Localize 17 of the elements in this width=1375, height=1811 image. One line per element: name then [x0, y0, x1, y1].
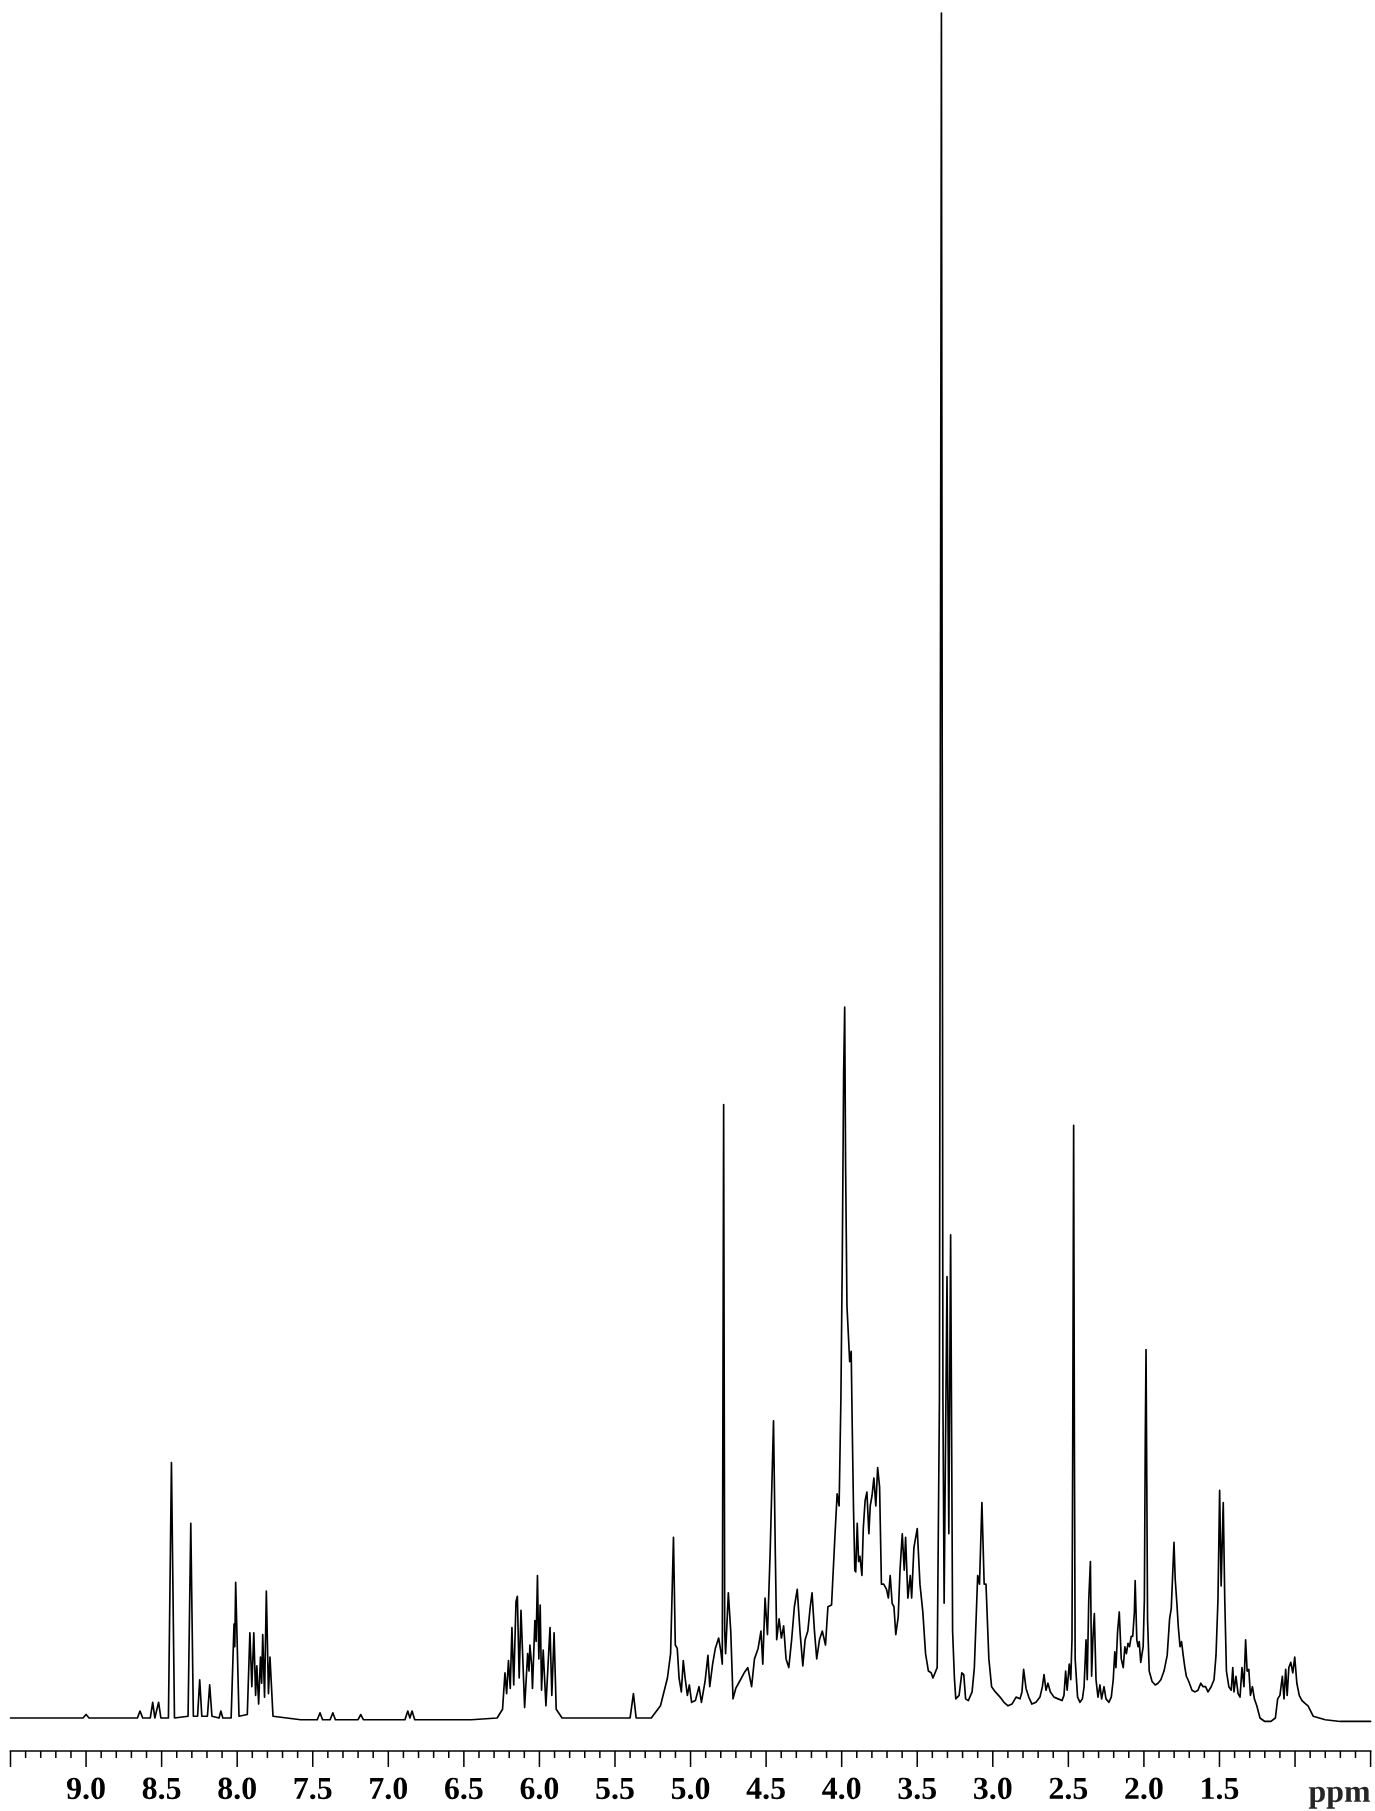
x-tick-label: 4.5	[746, 1777, 785, 1800]
x-tick-label: 7.5	[294, 1777, 332, 1800]
x-tick-label: 6.0	[520, 1777, 559, 1800]
x-tick-label: 2.5	[1049, 1777, 1088, 1800]
x-tick-label: 3.0	[974, 1777, 1012, 1800]
x-tick-label: 7.0	[370, 1777, 408, 1800]
x-tick-label: 4.0	[822, 1777, 861, 1800]
x-tick-label: 2.0	[1125, 1777, 1163, 1800]
x-tick-label: 8.0	[218, 1777, 256, 1800]
x-axis-title: ppm	[1308, 1786, 1371, 1809]
x-tick-label: 5.0	[671, 1777, 710, 1800]
x-tick-label: 6.5	[444, 1777, 483, 1800]
x-tick-label: 3.5	[898, 1777, 937, 1800]
x-tick-label: 1.5	[1202, 1777, 1239, 1800]
x-tick-label: 5.5	[596, 1777, 634, 1800]
x-tick-label: 9.0	[66, 1777, 105, 1800]
x-tick-label: 8.5	[142, 1777, 181, 1800]
